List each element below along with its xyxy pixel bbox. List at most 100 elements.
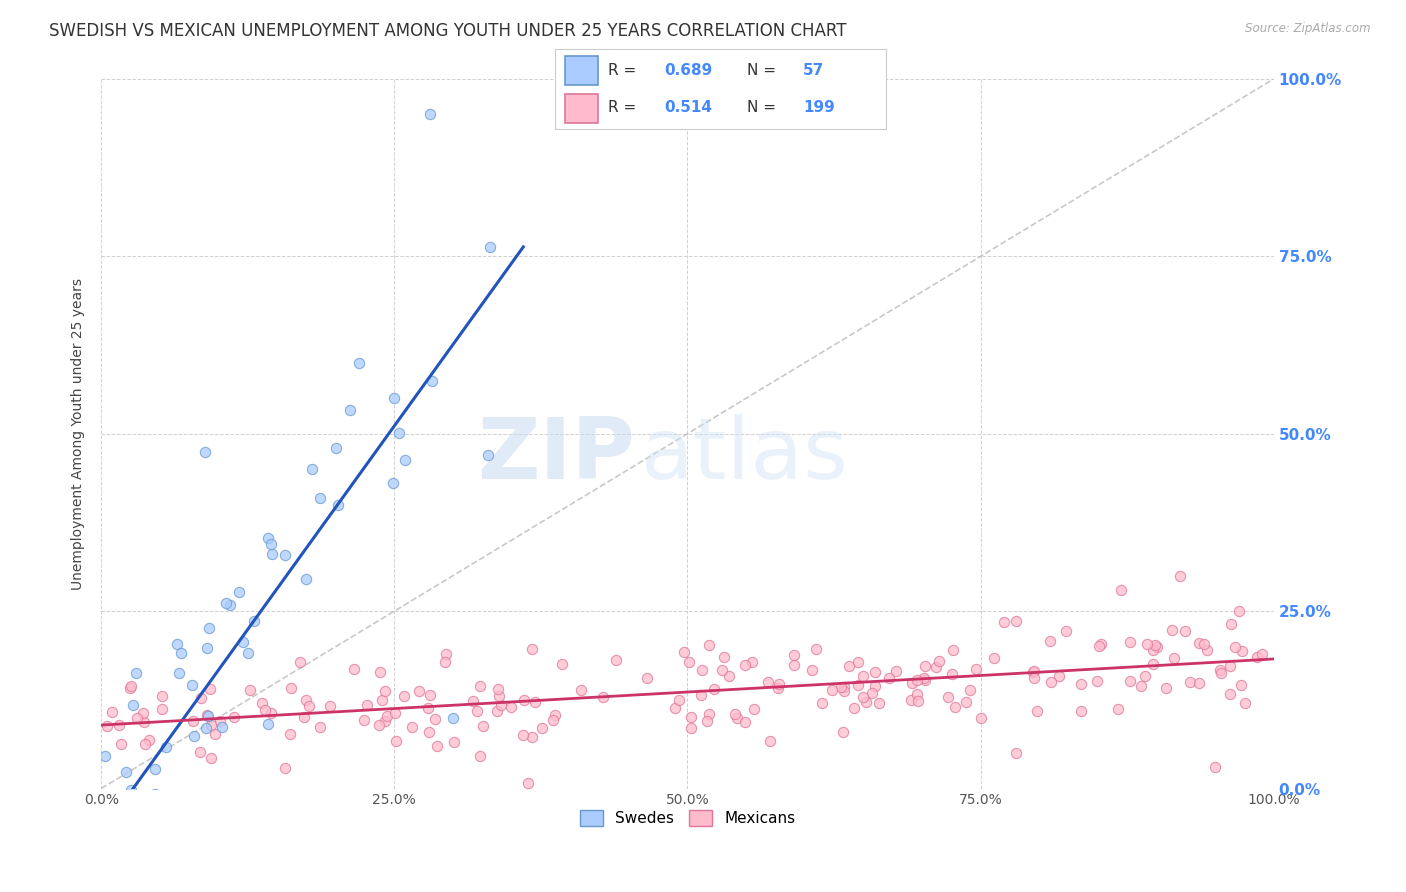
Point <box>128 814 150 828</box>
Point <box>401 720 423 734</box>
Point <box>114 764 136 779</box>
Point <box>801 663 824 677</box>
Point <box>374 714 396 728</box>
Point <box>1192 637 1215 651</box>
Point <box>134 715 156 730</box>
Point <box>734 658 756 673</box>
Point <box>516 776 538 790</box>
Point <box>530 721 553 735</box>
Point <box>1004 746 1026 760</box>
Point <box>860 686 883 700</box>
Point <box>301 462 323 476</box>
Point <box>195 641 218 656</box>
Point <box>758 733 780 747</box>
Point <box>1208 664 1230 678</box>
Point <box>1209 666 1232 681</box>
Point <box>900 693 922 707</box>
Point <box>339 403 361 417</box>
Point <box>374 683 396 698</box>
Point <box>96 719 118 733</box>
Point <box>551 657 574 671</box>
Point <box>1054 624 1077 639</box>
Point <box>416 701 439 715</box>
Point <box>983 650 1005 665</box>
Point <box>959 683 981 698</box>
Point <box>254 703 277 717</box>
Point <box>1219 687 1241 701</box>
Point <box>1219 659 1241 673</box>
Point <box>325 441 347 455</box>
Point <box>292 710 315 724</box>
Point <box>118 681 141 696</box>
Point <box>1109 582 1132 597</box>
Point <box>1133 669 1156 683</box>
Point <box>943 700 966 714</box>
Point <box>200 682 222 697</box>
Point <box>108 717 131 731</box>
Point <box>1090 637 1112 651</box>
Text: 0.689: 0.689 <box>665 63 713 78</box>
Point <box>101 705 124 719</box>
Point <box>1223 640 1246 655</box>
Text: 57: 57 <box>803 63 824 78</box>
Point <box>98 871 121 886</box>
Point <box>830 681 852 695</box>
Point <box>180 678 202 692</box>
Point <box>486 681 509 696</box>
Point <box>274 548 297 562</box>
Point <box>132 706 155 720</box>
Point <box>941 643 963 657</box>
Point <box>1154 681 1177 695</box>
Point <box>200 718 222 732</box>
Point <box>1130 679 1153 693</box>
Point <box>209 714 232 729</box>
Point <box>260 537 283 551</box>
Point <box>1142 642 1164 657</box>
Point <box>1136 637 1159 651</box>
Point <box>1188 675 1211 690</box>
Point <box>470 679 492 693</box>
Point <box>969 710 991 724</box>
Point <box>1143 638 1166 652</box>
Point <box>471 718 494 732</box>
Point <box>912 671 935 685</box>
Point <box>486 705 509 719</box>
Point <box>742 702 765 716</box>
Point <box>905 687 928 701</box>
Point <box>94 748 117 763</box>
Text: 0.514: 0.514 <box>665 100 713 115</box>
Point <box>1047 668 1070 682</box>
Point <box>167 665 190 680</box>
Point <box>993 615 1015 630</box>
Point <box>252 696 274 710</box>
Point <box>278 726 301 740</box>
Point <box>664 701 686 715</box>
Point <box>141 815 163 830</box>
Point <box>543 707 565 722</box>
Point <box>426 739 449 753</box>
Point <box>690 663 713 677</box>
Point <box>541 713 564 727</box>
Point <box>100 884 122 892</box>
Point <box>855 696 877 710</box>
Point <box>125 666 148 681</box>
Point <box>309 720 332 734</box>
Point <box>418 724 440 739</box>
Point <box>668 693 690 707</box>
Point <box>118 878 141 892</box>
Point <box>319 699 342 714</box>
Point <box>181 714 204 728</box>
Point <box>419 689 441 703</box>
Point <box>468 748 491 763</box>
Text: ZIP: ZIP <box>477 414 634 497</box>
Point <box>907 694 929 708</box>
Point <box>605 653 627 667</box>
Point <box>1022 672 1045 686</box>
Point <box>842 700 865 714</box>
Point <box>309 491 332 505</box>
Point <box>394 452 416 467</box>
Point <box>110 737 132 751</box>
Point <box>1107 702 1129 716</box>
Point <box>195 722 218 736</box>
Point <box>852 690 875 704</box>
